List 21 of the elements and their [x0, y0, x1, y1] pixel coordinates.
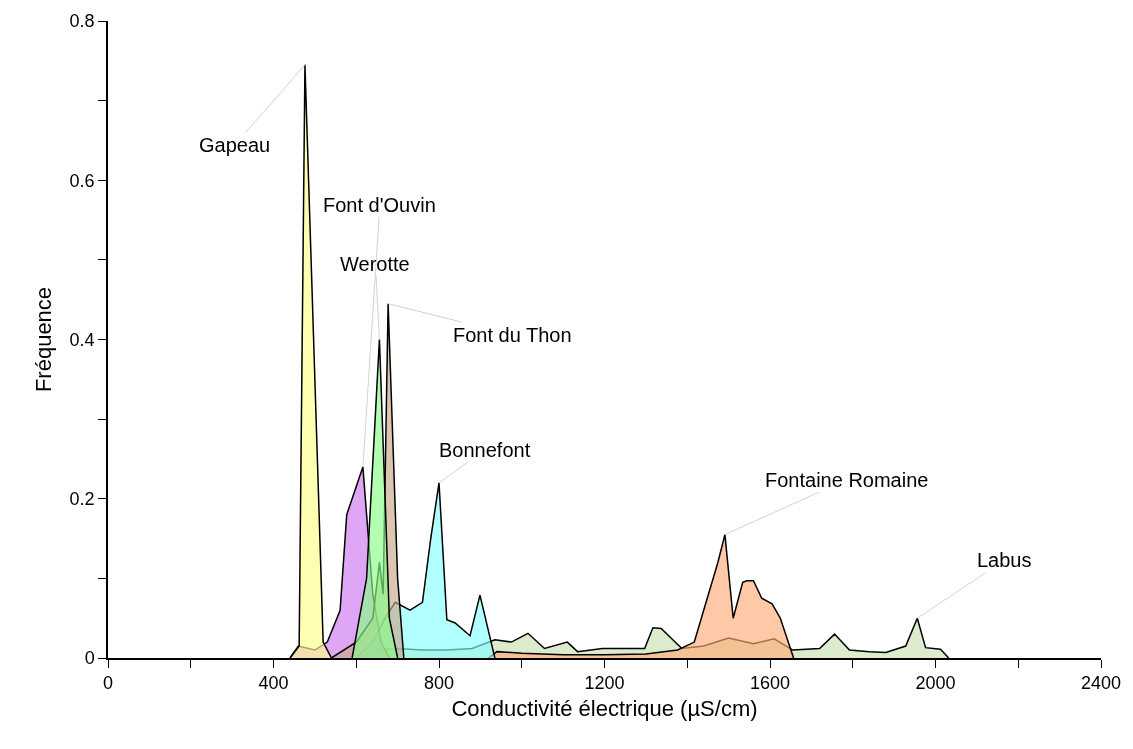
- text: Font d'Ouvin: [323, 194, 436, 216]
- x-tick-label: 2000: [915, 673, 956, 694]
- y-tick-label: 0.2: [69, 489, 95, 510]
- y-tick-label: 0.4: [69, 329, 95, 350]
- x-tick-label: 1200: [584, 673, 625, 694]
- y-tick-label: 0: [84, 648, 95, 669]
- y-axis-title: Fréquence: [30, 286, 56, 393]
- x-tick-label: 0: [102, 673, 114, 694]
- x-tick-label: 1600: [749, 673, 791, 694]
- x-tick-label: 400: [258, 673, 289, 694]
- text: Werotte: [340, 253, 410, 275]
- series-label: Gapeau: [199, 134, 271, 156]
- x-tick-label: 800: [423, 673, 455, 694]
- x-tick-label: 2400: [1080, 673, 1122, 694]
- text: Labus: [977, 549, 1032, 571]
- text: Fontaine Romaine: [765, 469, 929, 491]
- series-label: Bonnefont: [439, 439, 531, 461]
- y-tick-label: 0.8: [69, 11, 95, 32]
- y-tick-label: 0.6: [69, 170, 95, 191]
- text: Font du Thon: [453, 324, 572, 346]
- x-axis-title: Conductivité électrique (µS/cm): [451, 695, 758, 721]
